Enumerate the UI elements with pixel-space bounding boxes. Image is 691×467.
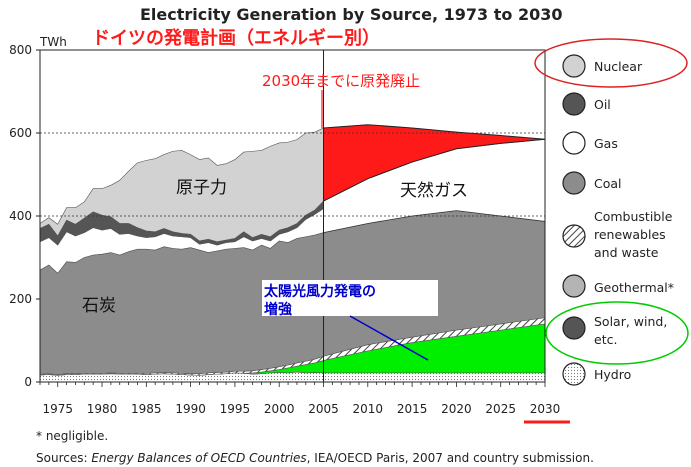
legend-swatch-coal: [562, 171, 586, 195]
legend-label-combustible-3: and waste: [594, 245, 659, 260]
y-tick-label-800: 800: [9, 43, 32, 57]
chart-title: Electricity Generation by Source, 1973 t…: [140, 5, 562, 24]
x-tick-label-1985: 1985: [131, 402, 162, 416]
legend-label-oil: Oil: [594, 97, 611, 112]
y-tick-label-400: 400: [9, 209, 32, 223]
legend-swatch-gas: [562, 131, 586, 155]
legend-label-coal: Coal: [594, 176, 622, 191]
legend-swatch-oil: [562, 92, 586, 116]
y-tick-label-600: 600: [9, 126, 32, 140]
sources-suffix: , IEA/OECD Paris, 2007 and country submi…: [307, 451, 594, 465]
legend-swatch-hydro: [562, 362, 586, 386]
area-layers: [39, 49, 546, 383]
legend-label-geothermal: Geothermal*: [594, 280, 674, 295]
gas-jp-label: 天然ガス: [400, 181, 468, 201]
legend-swatch-nuclear: [562, 54, 586, 78]
x-tick-label-2005: 2005: [308, 402, 339, 416]
x-tick-label-1995: 1995: [220, 402, 251, 416]
x-tick-label-2030: 2030: [530, 402, 561, 416]
x-tick-label-1975: 1975: [42, 402, 73, 416]
footnote-sources: Sources: Energy Balances of OECD Countri…: [36, 451, 594, 465]
x-tick-label-2020: 2020: [441, 402, 472, 416]
x-tick-label-2025: 2025: [485, 402, 516, 416]
legend-label-solar-1: Solar, wind,: [594, 314, 667, 329]
x-tick-label-1980: 1980: [87, 402, 118, 416]
legend: Nuclear Oil Gas Coal Combustible renewab…: [534, 38, 689, 386]
legend-swatch-combustible: [562, 224, 586, 248]
x-tick-label-2015: 2015: [397, 402, 428, 416]
footnote-negligible: * negligible.: [36, 429, 108, 443]
solar-jp-line2: 増強: [264, 301, 292, 318]
sources-title: Energy Balances of OECD Countries: [91, 451, 306, 465]
coal-jp-label: 石炭: [82, 296, 116, 316]
x-tick-label-2010: 2010: [353, 402, 384, 416]
legend-swatch-geothermal: [562, 274, 586, 298]
nuclear-highlight-circle: [534, 38, 688, 88]
legend-swatch-solar: [562, 316, 586, 340]
solar-jp-line1: 太陽光風力発電の: [264, 283, 376, 300]
phaseout-annotation: 2030年までに原発廃止: [262, 72, 420, 90]
legend-label-combustible-1: Combustible: [594, 209, 673, 224]
y-tick-label-0: 0: [24, 375, 32, 389]
area-hydro-projection: [323, 372, 546, 383]
x-axis: 1975 1980 1985 1990 1995 2000 2005 2010 2015 2020…: [39, 382, 561, 416]
legend-label-solar-2: etc.: [594, 332, 617, 347]
x-tick-label-1990: 1990: [175, 402, 206, 416]
legend-label-nuclear: Nuclear: [594, 59, 643, 74]
chart-subtitle-jp: ドイツの発電計画（エネルギー別）: [92, 27, 380, 49]
nuclear-jp-label: 原子力: [176, 178, 227, 198]
y-tick-label-200: 200: [9, 292, 32, 306]
y-unit-label: TWh: [39, 35, 67, 49]
y-axis: 0 200 400 600 800: [9, 43, 40, 389]
legend-label-combustible-2: renewables: [594, 227, 666, 242]
area-nuclear-phaseout: [323, 124, 546, 202]
solar-pointer: [349, 315, 429, 361]
x-tick-label-2000: 2000: [264, 402, 295, 416]
solar-annotation-bg: [262, 280, 438, 316]
legend-label-gas: Gas: [594, 136, 618, 151]
solar-highlight-circle: [545, 301, 689, 365]
legend-label-hydro: Hydro: [594, 367, 631, 382]
sources-prefix: Sources:: [36, 451, 91, 465]
